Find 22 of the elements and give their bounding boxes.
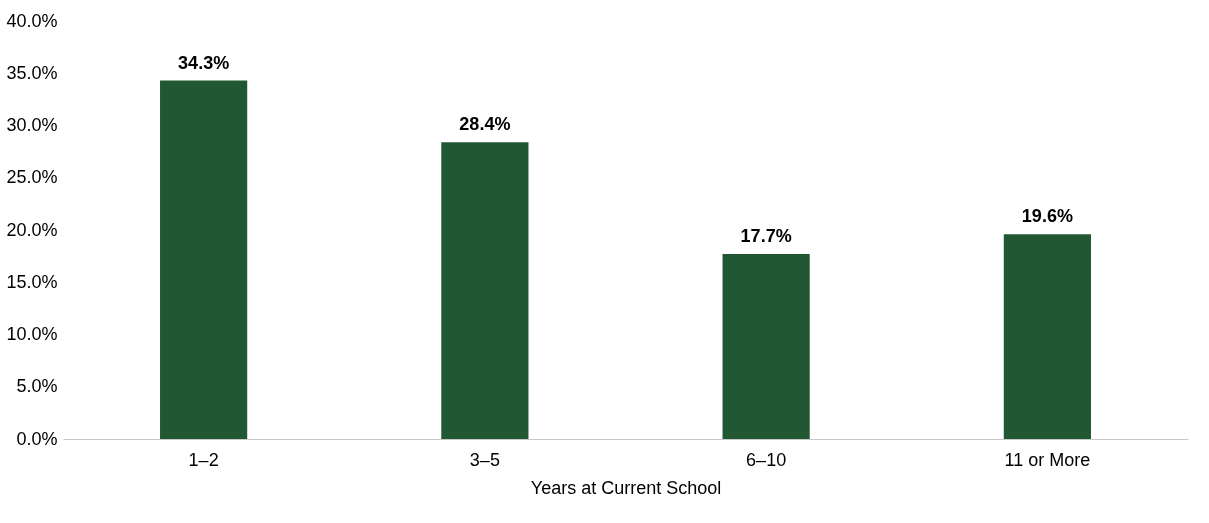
bar: [722, 254, 810, 439]
data-label: 19.6%: [1021, 206, 1073, 227]
y-tick-label: 5.0%: [16, 376, 58, 397]
y-tick-label: 15.0%: [6, 271, 58, 292]
y-tick-label: 10.0%: [6, 324, 58, 344]
x-tick-label: 3–5: [469, 449, 500, 470]
x-axis-title: Years at Current School: [530, 477, 722, 498]
bar: [1003, 234, 1091, 439]
x-tick-label: 1–2: [188, 449, 219, 470]
y-tick-label: 35.0%: [6, 62, 58, 83]
bar: [441, 142, 529, 439]
data-label: 28.4%: [459, 114, 511, 135]
data-label: 34.3%: [178, 52, 230, 73]
bar: [160, 80, 248, 439]
x-tick-label: 6–10: [746, 449, 787, 470]
y-tick-label: 30.0%: [6, 115, 58, 135]
y-tick-label: 20.0%: [6, 219, 58, 240]
y-tick-label: 0.0%: [16, 428, 58, 449]
y-tick-label: 25.0%: [6, 167, 58, 188]
data-label: 17.7%: [740, 226, 792, 247]
y-tick-label: 40.0%: [6, 10, 58, 31]
x-tick-label: 11 or More: [1004, 449, 1091, 470]
